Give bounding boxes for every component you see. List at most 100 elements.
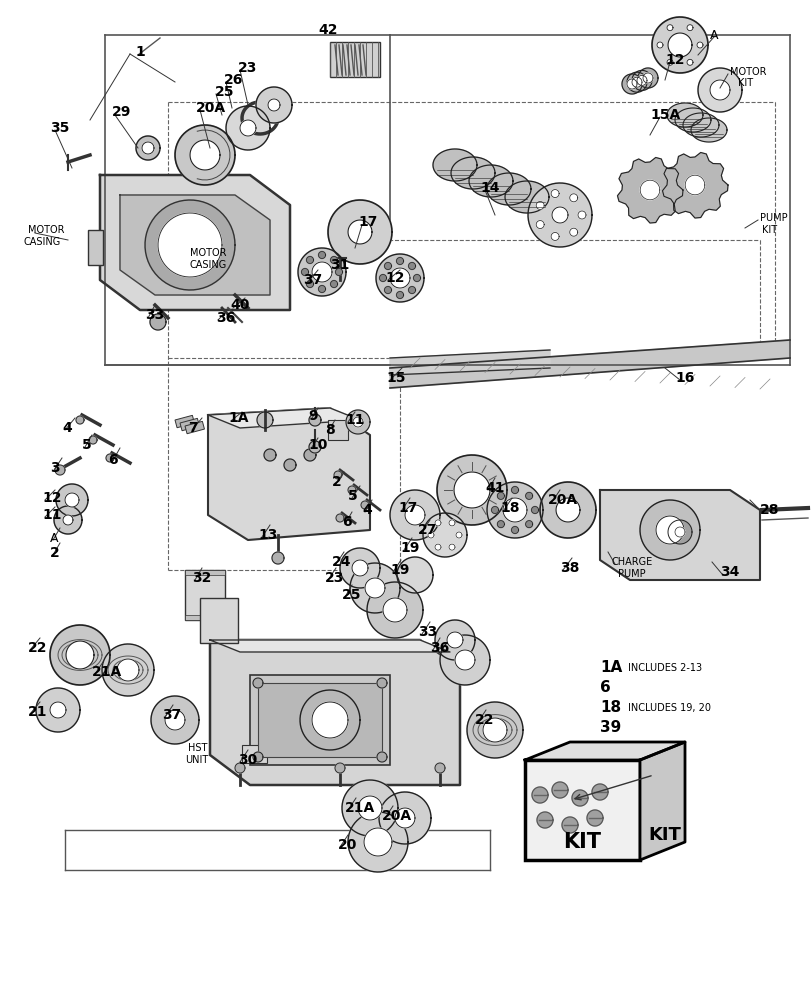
Text: 38: 38 bbox=[560, 561, 579, 575]
Text: KIT: KIT bbox=[563, 832, 601, 852]
Polygon shape bbox=[651, 17, 707, 73]
Polygon shape bbox=[348, 220, 371, 244]
Polygon shape bbox=[389, 350, 549, 375]
Text: PUMP: PUMP bbox=[617, 569, 645, 579]
Polygon shape bbox=[333, 471, 341, 479]
Bar bbox=[185, 615, 225, 620]
Text: 21A: 21A bbox=[92, 665, 122, 679]
Polygon shape bbox=[413, 275, 420, 281]
Polygon shape bbox=[318, 252, 325, 258]
Polygon shape bbox=[639, 180, 659, 200]
Polygon shape bbox=[210, 640, 460, 785]
Polygon shape bbox=[352, 560, 367, 576]
Polygon shape bbox=[551, 207, 568, 223]
Polygon shape bbox=[497, 492, 504, 499]
Polygon shape bbox=[210, 640, 449, 652]
Polygon shape bbox=[367, 582, 423, 638]
Polygon shape bbox=[686, 59, 692, 65]
Text: 35: 35 bbox=[50, 121, 69, 135]
Text: 16: 16 bbox=[674, 371, 693, 385]
Polygon shape bbox=[379, 792, 431, 844]
Polygon shape bbox=[309, 414, 320, 426]
Polygon shape bbox=[432, 149, 476, 181]
Polygon shape bbox=[389, 268, 410, 288]
Polygon shape bbox=[330, 256, 337, 263]
Polygon shape bbox=[447, 632, 462, 648]
Polygon shape bbox=[234, 763, 245, 773]
Text: 41: 41 bbox=[484, 481, 504, 495]
Text: PUMP: PUMP bbox=[759, 213, 787, 223]
Polygon shape bbox=[527, 183, 591, 247]
Polygon shape bbox=[561, 817, 577, 833]
Polygon shape bbox=[667, 520, 691, 544]
Text: INCLUDES 2-13: INCLUDES 2-13 bbox=[627, 663, 702, 673]
Bar bbox=[250, 675, 389, 765]
Polygon shape bbox=[361, 501, 368, 509]
Polygon shape bbox=[384, 287, 391, 294]
Polygon shape bbox=[253, 678, 263, 688]
Polygon shape bbox=[666, 59, 672, 65]
Polygon shape bbox=[427, 532, 433, 538]
Polygon shape bbox=[353, 417, 363, 427]
Text: 2: 2 bbox=[332, 475, 341, 489]
Polygon shape bbox=[394, 808, 414, 828]
Polygon shape bbox=[556, 498, 579, 522]
Polygon shape bbox=[682, 113, 718, 137]
Bar bbox=[242, 745, 267, 763]
Polygon shape bbox=[341, 780, 397, 836]
Polygon shape bbox=[145, 200, 234, 290]
Polygon shape bbox=[306, 281, 313, 288]
Text: UNIT: UNIT bbox=[185, 755, 208, 765]
Polygon shape bbox=[363, 828, 392, 856]
Polygon shape bbox=[599, 490, 759, 580]
Polygon shape bbox=[569, 228, 577, 236]
Text: 39: 39 bbox=[599, 720, 620, 736]
Polygon shape bbox=[525, 521, 532, 528]
Polygon shape bbox=[435, 763, 444, 773]
Text: 25: 25 bbox=[215, 85, 234, 99]
Polygon shape bbox=[483, 718, 506, 742]
Polygon shape bbox=[454, 650, 474, 670]
Polygon shape bbox=[345, 410, 370, 434]
Polygon shape bbox=[300, 690, 359, 750]
Polygon shape bbox=[531, 507, 538, 513]
Text: CHARGE: CHARGE bbox=[611, 557, 652, 567]
Text: 30: 30 bbox=[238, 753, 257, 767]
Polygon shape bbox=[405, 505, 424, 525]
Bar bbox=[525, 760, 639, 860]
Text: 29: 29 bbox=[112, 105, 131, 119]
Text: 23: 23 bbox=[238, 61, 257, 75]
Polygon shape bbox=[616, 158, 682, 223]
Polygon shape bbox=[384, 262, 391, 269]
Polygon shape bbox=[264, 449, 276, 461]
Text: 12: 12 bbox=[384, 271, 404, 285]
Text: 6: 6 bbox=[341, 515, 351, 529]
Polygon shape bbox=[76, 416, 84, 424]
Polygon shape bbox=[63, 515, 73, 525]
Text: 1A: 1A bbox=[228, 411, 248, 425]
Bar bbox=[329, 42, 380, 77]
Text: 7: 7 bbox=[188, 421, 197, 435]
Polygon shape bbox=[330, 281, 337, 288]
Polygon shape bbox=[536, 812, 552, 828]
Bar bbox=[88, 230, 103, 265]
Polygon shape bbox=[257, 412, 272, 428]
Polygon shape bbox=[389, 340, 789, 388]
Polygon shape bbox=[586, 810, 603, 826]
Polygon shape bbox=[56, 484, 88, 516]
Bar bbox=[328, 420, 348, 440]
Text: 34: 34 bbox=[719, 565, 739, 579]
Polygon shape bbox=[65, 493, 79, 507]
Polygon shape bbox=[535, 201, 543, 209]
Text: 17: 17 bbox=[397, 501, 417, 515]
Polygon shape bbox=[309, 441, 320, 453]
Text: 36: 36 bbox=[430, 641, 448, 655]
Text: 14: 14 bbox=[479, 181, 499, 195]
Text: CASING: CASING bbox=[24, 237, 61, 247]
Text: KIT: KIT bbox=[737, 78, 752, 88]
Polygon shape bbox=[358, 796, 381, 820]
Polygon shape bbox=[272, 552, 284, 564]
Polygon shape bbox=[268, 99, 280, 111]
Text: 1: 1 bbox=[135, 45, 144, 59]
Text: A: A bbox=[50, 532, 58, 544]
